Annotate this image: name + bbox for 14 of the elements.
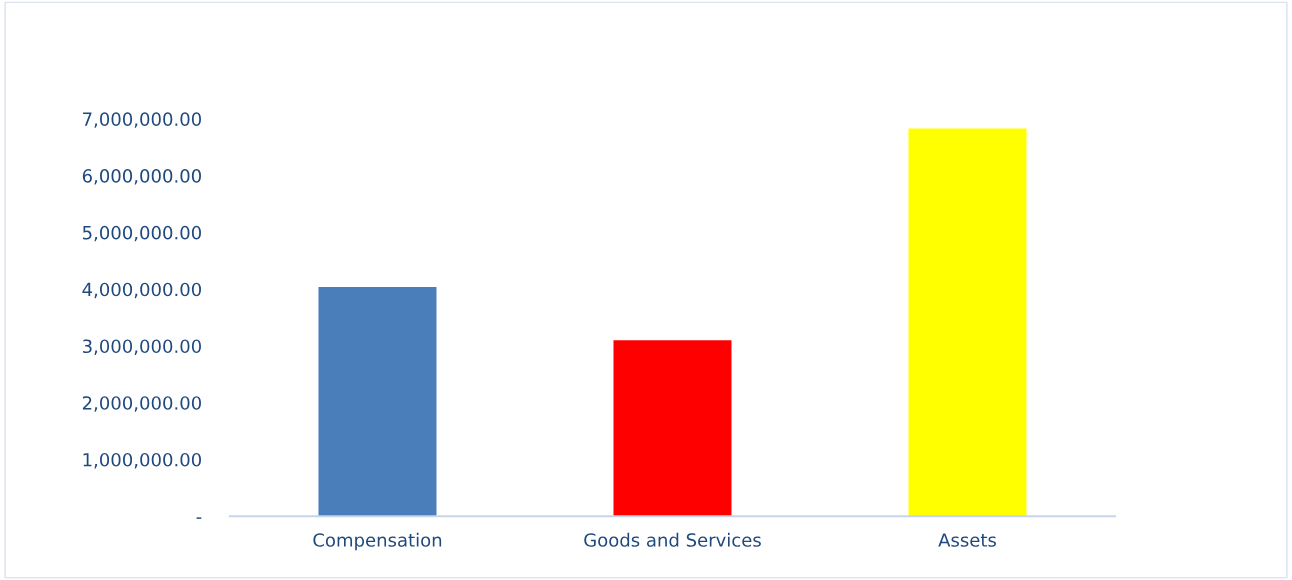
y-tick-label: 6,000,000.00 [82,169,201,185]
y-tick-label: - [196,517,202,519]
y-tick-label: 4,000,000.00 [82,282,201,299]
y-tick-label: 5,000,000.00 [82,225,201,242]
x-tick-label: Compensation [313,532,442,551]
y-tick-label: 1,000,000.00 [83,452,201,469]
y-tick-label: 3,000,000.00 [82,339,201,355]
bar [318,286,437,517]
bar [613,340,732,517]
y-tick-label: 2,000,000.00 [82,396,201,412]
x-tick-label: Assets [938,533,996,547]
x-tick-label: Goods and Services [584,532,761,547]
y-tick-label: 7,000,000.00 [83,112,201,128]
bar [908,128,1027,517]
